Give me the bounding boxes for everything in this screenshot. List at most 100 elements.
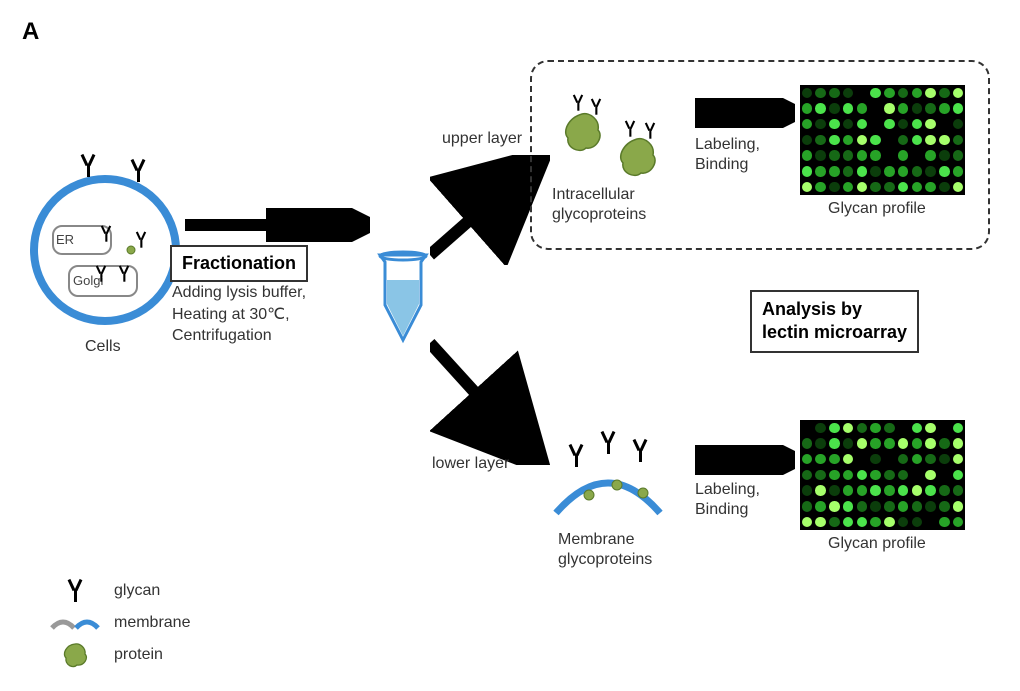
array-dot <box>815 135 825 145</box>
array-dot <box>912 501 922 511</box>
array-dot <box>843 88 853 98</box>
array-dot <box>898 485 908 495</box>
array-dot <box>953 88 963 98</box>
array-dot <box>925 470 935 480</box>
microarray-upper <box>800 85 965 195</box>
array-dot <box>843 182 853 192</box>
array-dot <box>829 485 839 495</box>
array-dot <box>815 150 825 160</box>
array-dot <box>843 454 853 464</box>
array-dot <box>925 454 935 464</box>
array-dot <box>925 88 935 98</box>
array-dot <box>925 150 935 160</box>
fractionation-detail: Adding lysis buffer, Heating at 30℃, Cen… <box>172 282 306 347</box>
array-dot <box>939 103 949 113</box>
array-dot <box>939 454 949 464</box>
array-dot <box>870 182 880 192</box>
array-dot <box>884 166 894 176</box>
array-dot <box>912 423 922 433</box>
labeling-binding-label-lower: Labeling, Binding <box>695 480 760 520</box>
array-dot <box>815 470 825 480</box>
array-dot <box>884 423 894 433</box>
array-dot <box>898 88 908 98</box>
array-dot <box>953 166 963 176</box>
array-dot <box>843 438 853 448</box>
glycan-icon <box>632 440 648 462</box>
legend-text: glycan <box>114 582 160 600</box>
legend-text: protein <box>114 646 163 664</box>
array-dot <box>857 423 867 433</box>
array-dot <box>829 166 839 176</box>
array-dot <box>829 119 839 129</box>
array-dot <box>857 119 867 129</box>
array-dot <box>884 470 894 480</box>
protein-icon <box>50 642 100 668</box>
array-dot <box>925 135 935 145</box>
array-dot <box>843 470 853 480</box>
protein-icon <box>560 110 604 154</box>
membrane-arc-icon <box>548 455 668 530</box>
protein-icon <box>615 135 659 179</box>
array-dot <box>829 135 839 145</box>
array-dot <box>898 119 908 129</box>
array-dot <box>857 182 867 192</box>
array-dot <box>925 423 935 433</box>
array-dot <box>870 88 880 98</box>
array-dot <box>912 88 922 98</box>
array-dot <box>925 438 935 448</box>
array-dot <box>912 485 922 495</box>
array-dot <box>870 166 880 176</box>
cell-circle: ER Golgi <box>30 175 180 325</box>
array-dot <box>815 166 825 176</box>
array-dot <box>829 182 839 192</box>
membrane-gp-label: Membrane glycoproteins <box>558 530 652 570</box>
glycan-icon <box>590 99 601 114</box>
array-dot <box>884 517 894 527</box>
fractionation-box: Fractionation <box>170 245 308 282</box>
array-dot <box>898 150 908 160</box>
array-dot <box>939 501 949 511</box>
array-dot <box>802 103 812 113</box>
array-dot <box>815 485 825 495</box>
array-dot <box>815 517 825 527</box>
array-dot <box>884 103 894 113</box>
array-dot <box>802 135 812 145</box>
array-dot <box>912 119 922 129</box>
array-dot <box>898 470 908 480</box>
array-dot <box>953 103 963 113</box>
glycan-profile-lower: Glycan profile <box>828 535 926 553</box>
array-dot <box>912 135 922 145</box>
glycan-icon <box>572 95 583 110</box>
array-dot <box>898 103 908 113</box>
array-dot <box>953 501 963 511</box>
array-dot <box>802 150 812 160</box>
er-label: ER <box>56 232 74 247</box>
array-dot <box>843 135 853 145</box>
array-dot <box>870 135 880 145</box>
array-dot <box>939 88 949 98</box>
array-dot <box>884 182 894 192</box>
glycan-icon <box>624 121 635 136</box>
array-dot <box>815 454 825 464</box>
array-dot <box>857 135 867 145</box>
array-dot <box>843 501 853 511</box>
array-dot <box>857 501 867 511</box>
array-dot <box>815 501 825 511</box>
array-dot <box>829 438 839 448</box>
tube-icon <box>375 250 431 350</box>
array-dot <box>939 182 949 192</box>
array-dot <box>898 517 908 527</box>
array-dot <box>870 485 880 495</box>
array-dot <box>870 423 880 433</box>
array-dot <box>857 166 867 176</box>
array-dot <box>870 470 880 480</box>
array-dot <box>884 88 894 98</box>
lower-layer-label: lower layer <box>432 455 509 473</box>
array-dot <box>884 438 894 448</box>
array-dot <box>870 501 880 511</box>
array-dot <box>925 501 935 511</box>
protein-icon <box>636 486 650 500</box>
array-dot <box>829 454 839 464</box>
glycan-icon <box>135 232 146 247</box>
intracellular-label: Intracellular glycoproteins <box>552 185 646 225</box>
